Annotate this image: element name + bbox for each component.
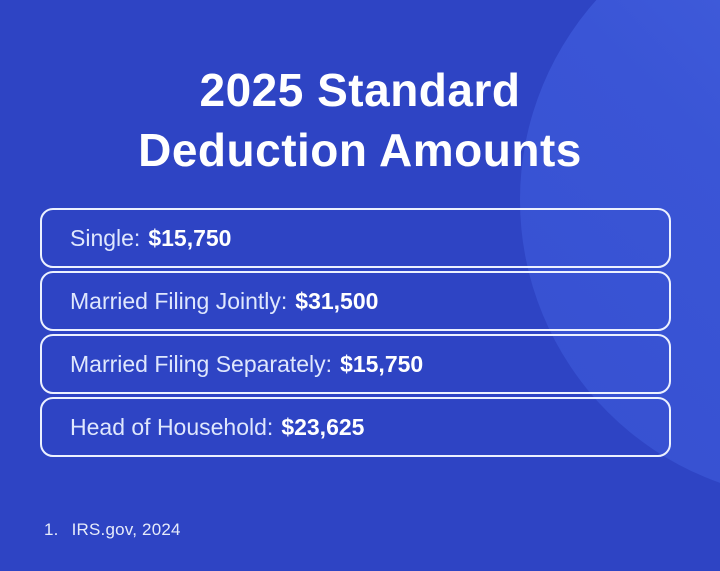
- table-row-married-jointly: Married Filing Jointly: $31,500: [40, 271, 671, 331]
- row-amount: $23,625: [281, 413, 365, 440]
- table-row-married-separately: Married Filing Separately: $15,750: [40, 334, 671, 394]
- title-line-1: 2025 Standard: [199, 64, 521, 116]
- footnote-marker: 1.: [44, 520, 59, 539]
- footnote: 1. IRS.gov, 2024: [44, 520, 181, 540]
- page-title: 2025 Standard Deduction Amounts: [0, 60, 720, 180]
- row-label: Married Filing Jointly:: [70, 287, 288, 314]
- title-line-2: Deduction Amounts: [138, 124, 582, 176]
- row-amount: $15,750: [148, 224, 232, 251]
- row-label: Single:: [70, 224, 141, 251]
- table-row-single: Single: $15,750: [40, 208, 671, 268]
- deduction-table: Single: $15,750 Married Filing Jointly: …: [40, 208, 671, 457]
- row-label: Head of Household:: [70, 413, 274, 440]
- row-amount: $15,750: [340, 350, 424, 377]
- row-amount: $31,500: [295, 287, 379, 314]
- table-row-head-of-household: Head of Household: $23,625: [40, 397, 671, 457]
- footnote-text: IRS.gov, 2024: [71, 520, 181, 539]
- row-label: Married Filing Separately:: [70, 350, 333, 377]
